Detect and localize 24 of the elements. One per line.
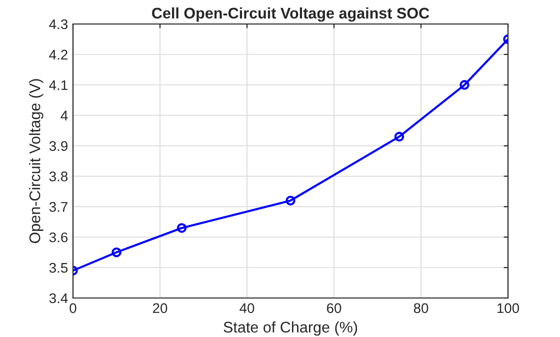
y-tick-label: 4.2 [49,50,68,60]
point [460,80,470,90]
point [394,132,404,142]
x-tick-label: 100 [497,303,520,314]
y-tick-label: 4.1 [49,80,68,90]
y-tick-label: 4 [60,110,68,120]
x-tick-label: 40 [240,303,254,314]
y-tick-label: 3.7 [49,202,68,212]
y-tick-label: 3.4 [49,293,68,304]
point [112,247,122,258]
y-tick-label: 4.3 [49,19,68,30]
y-tick-label: 3.6 [49,232,68,242]
x-tick-label: 0 [70,303,76,314]
y-tick-label: 3.5 [49,262,68,273]
point [176,223,187,233]
x-tick-label: 20 [152,303,168,314]
x-tick-label: 60 [326,303,342,314]
chart-title: Cell Open-Circuit Voltage against SOC [152,7,430,22]
y-tick-label: 3.9 [49,141,68,151]
x-axis-title: State of Charge (%) [224,321,358,336]
y-tick-label: 3.8 [49,172,68,182]
point [286,196,296,206]
x-tick-label: 80 [414,303,428,314]
y-axis-title: Open-Circuit Voltage (V) [29,79,44,244]
